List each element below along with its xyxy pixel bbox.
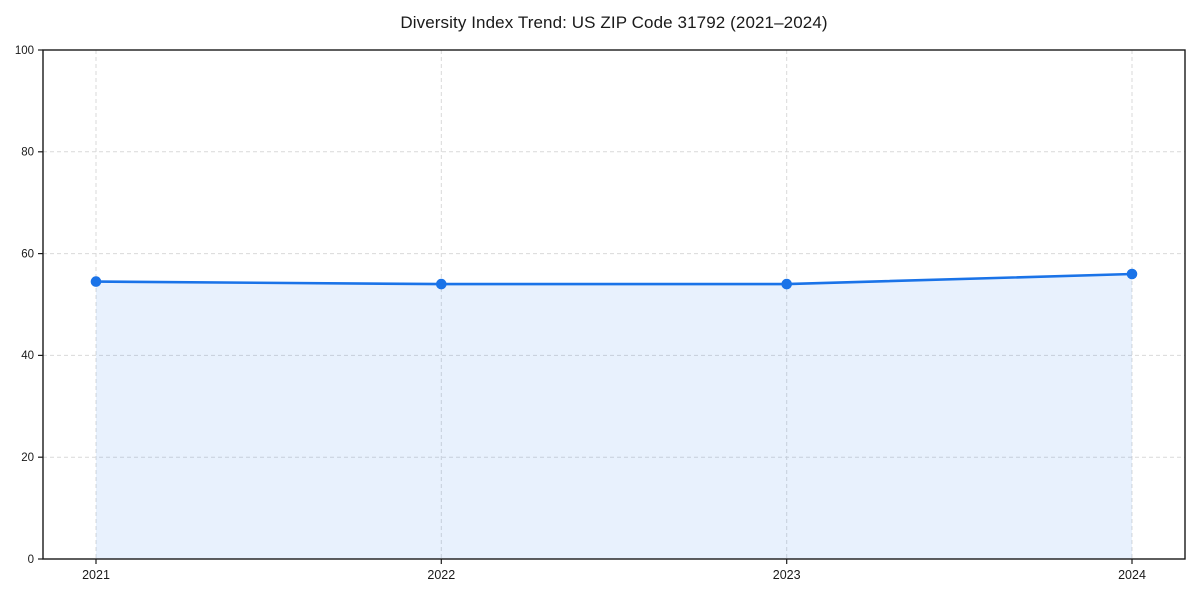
tick-labels: 0 20 40 60 80 100 2021 2022 2023 2024 [15,45,1146,582]
x-tick-label: 2023 [773,568,801,582]
data-point [90,276,102,287]
y-tick-label: 20 [21,452,34,464]
trend-line [94,272,1134,286]
data-points [90,268,1138,290]
data-point [436,278,447,290]
x-tick-label: 2022 [427,568,455,582]
axis-ticks [38,49,1133,564]
area-fill [96,274,1132,559]
y-tick-label: 40 [21,350,34,362]
chart-title: Diversity Index Trend: US ZIP Code 31792… [400,13,828,32]
y-tick-label: 60 [21,248,34,260]
x-tick-label: 2021 [82,568,110,582]
data-point [1126,268,1138,280]
x-tick-label: 2024 [1118,568,1146,582]
data-point [781,278,792,290]
plot-border [42,49,1186,560]
y-tick-label: 0 [28,554,34,566]
y-tick-label: 80 [21,147,34,159]
y-tick-label: 100 [15,45,34,57]
